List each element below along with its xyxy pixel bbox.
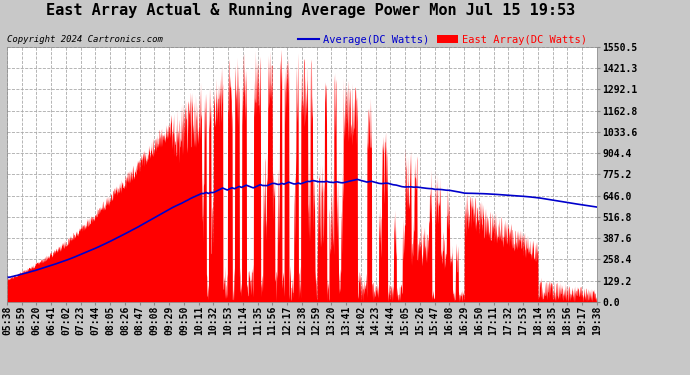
Text: East Array Actual & Running Average Power Mon Jul 15 19:53: East Array Actual & Running Average Powe… xyxy=(46,2,575,18)
Legend: Average(DC Watts), East Array(DC Watts): Average(DC Watts), East Array(DC Watts) xyxy=(294,30,591,49)
Text: Copyright 2024 Cartronics.com: Copyright 2024 Cartronics.com xyxy=(7,35,163,44)
